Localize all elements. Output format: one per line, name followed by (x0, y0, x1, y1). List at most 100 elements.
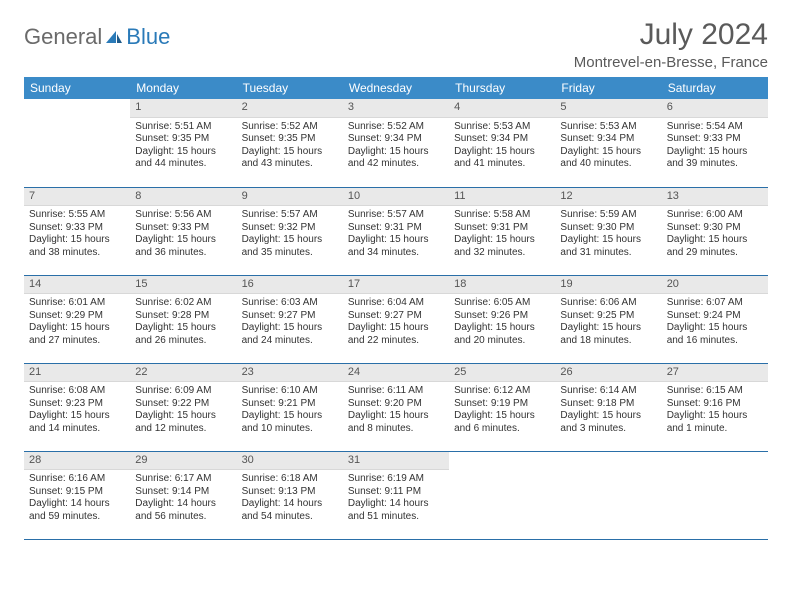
day-details: Sunrise: 6:10 AMSunset: 9:21 PMDaylight:… (237, 382, 343, 438)
day-info-line: Sunset: 9:30 PM (667, 222, 763, 235)
day-info-line: Sunrise: 5:52 AM (242, 121, 338, 134)
day-info-line: and 1 minute. (667, 423, 763, 436)
day-details: Sunrise: 5:58 AMSunset: 9:31 PMDaylight:… (449, 206, 555, 262)
day-info-line: Daylight: 15 hours (667, 234, 763, 247)
weekday-header: Monday (130, 77, 236, 99)
day-number: 23 (237, 364, 343, 383)
day-info-line: Daylight: 15 hours (454, 146, 550, 159)
day-info-line: Sunset: 9:34 PM (560, 133, 656, 146)
day-info-line: and 35 minutes. (242, 247, 338, 260)
weekday-header: Wednesday (343, 77, 449, 99)
calendar-day-cell: 21Sunrise: 6:08 AMSunset: 9:23 PMDayligh… (24, 363, 130, 451)
day-info-line: Sunset: 9:24 PM (667, 310, 763, 323)
day-info-line: Daylight: 15 hours (29, 322, 125, 335)
day-info-line: and 29 minutes. (667, 247, 763, 260)
day-number: 9 (237, 188, 343, 207)
day-details: Sunrise: 5:55 AMSunset: 9:33 PMDaylight:… (24, 206, 130, 262)
day-number: 18 (449, 276, 555, 295)
day-info-line: Sunrise: 6:19 AM (348, 473, 444, 486)
day-info-line: Sunrise: 6:03 AM (242, 297, 338, 310)
day-info-line: Sunset: 9:14 PM (135, 486, 231, 499)
day-info-line: Sunrise: 6:02 AM (135, 297, 231, 310)
location: Montrevel-en-Bresse, France (574, 54, 768, 71)
day-info-line: and 34 minutes. (348, 247, 444, 260)
day-info-line: Sunset: 9:21 PM (242, 398, 338, 411)
day-number: 4 (449, 99, 555, 118)
day-info-line: Sunset: 9:27 PM (242, 310, 338, 323)
day-number: 21 (24, 364, 130, 383)
day-details: Sunrise: 6:02 AMSunset: 9:28 PMDaylight:… (130, 294, 236, 350)
day-details: Sunrise: 6:07 AMSunset: 9:24 PMDaylight:… (662, 294, 768, 350)
day-details: Sunrise: 6:04 AMSunset: 9:27 PMDaylight:… (343, 294, 449, 350)
day-info-line: Sunrise: 6:12 AM (454, 385, 550, 398)
day-info-line: Sunset: 9:33 PM (667, 133, 763, 146)
day-details: Sunrise: 6:17 AMSunset: 9:14 PMDaylight:… (130, 470, 236, 526)
day-info-line: and 22 minutes. (348, 335, 444, 348)
day-number: 26 (555, 364, 661, 383)
weekday-header: Tuesday (237, 77, 343, 99)
day-number: 24 (343, 364, 449, 383)
day-number: 20 (662, 276, 768, 295)
day-number: 30 (237, 452, 343, 471)
calendar-day-cell: 7Sunrise: 5:55 AMSunset: 9:33 PMDaylight… (24, 187, 130, 275)
day-details: Sunrise: 5:59 AMSunset: 9:30 PMDaylight:… (555, 206, 661, 262)
day-number: 12 (555, 188, 661, 207)
day-info-line: Sunrise: 5:54 AM (667, 121, 763, 134)
day-info-line: Sunrise: 5:51 AM (135, 121, 231, 134)
day-number: 7 (24, 188, 130, 207)
day-details: Sunrise: 6:12 AMSunset: 9:19 PMDaylight:… (449, 382, 555, 438)
day-details: Sunrise: 5:53 AMSunset: 9:34 PMDaylight:… (555, 118, 661, 174)
day-info-line: Daylight: 15 hours (242, 146, 338, 159)
day-number: 19 (555, 276, 661, 295)
day-info-line: Sunrise: 6:18 AM (242, 473, 338, 486)
day-number: 11 (449, 188, 555, 207)
day-info-line: Daylight: 15 hours (242, 234, 338, 247)
day-info-line: and 44 minutes. (135, 158, 231, 171)
day-info-line: Sunrise: 6:05 AM (454, 297, 550, 310)
day-info-line: Sunrise: 6:04 AM (348, 297, 444, 310)
day-info-line: Sunset: 9:16 PM (667, 398, 763, 411)
calendar-day-cell: 18Sunrise: 6:05 AMSunset: 9:26 PMDayligh… (449, 275, 555, 363)
day-info-line: Daylight: 14 hours (135, 498, 231, 511)
calendar-day-cell (662, 451, 768, 539)
day-info-line: Sunrise: 6:17 AM (135, 473, 231, 486)
day-info-line: Sunrise: 5:56 AM (135, 209, 231, 222)
day-details: Sunrise: 5:52 AMSunset: 9:35 PMDaylight:… (237, 118, 343, 174)
calendar-day-cell: 30Sunrise: 6:18 AMSunset: 9:13 PMDayligh… (237, 451, 343, 539)
day-info-line: Sunset: 9:29 PM (29, 310, 125, 323)
day-info-line: and 40 minutes. (560, 158, 656, 171)
day-info-line: Daylight: 15 hours (560, 322, 656, 335)
calendar-day-cell: 24Sunrise: 6:11 AMSunset: 9:20 PMDayligh… (343, 363, 449, 451)
day-info-line: Sunset: 9:18 PM (560, 398, 656, 411)
logo: General Blue (24, 18, 170, 50)
day-info-line: and 26 minutes. (135, 335, 231, 348)
calendar-day-cell: 6Sunrise: 5:54 AMSunset: 9:33 PMDaylight… (662, 99, 768, 187)
day-info-line: Sunset: 9:11 PM (348, 486, 444, 499)
day-info-line: Sunset: 9:26 PM (454, 310, 550, 323)
day-info-line: and 14 minutes. (29, 423, 125, 436)
day-info-line: and 16 minutes. (667, 335, 763, 348)
day-number: 14 (24, 276, 130, 295)
day-info-line: Daylight: 15 hours (135, 322, 231, 335)
calendar-body: 1Sunrise: 5:51 AMSunset: 9:35 PMDaylight… (24, 99, 768, 539)
day-info-line: Sunset: 9:28 PM (135, 310, 231, 323)
day-details: Sunrise: 5:56 AMSunset: 9:33 PMDaylight:… (130, 206, 236, 262)
calendar-day-cell: 26Sunrise: 6:14 AMSunset: 9:18 PMDayligh… (555, 363, 661, 451)
day-info-line: and 54 minutes. (242, 511, 338, 524)
day-details: Sunrise: 6:19 AMSunset: 9:11 PMDaylight:… (343, 470, 449, 526)
calendar-day-cell: 15Sunrise: 6:02 AMSunset: 9:28 PMDayligh… (130, 275, 236, 363)
day-number: 27 (662, 364, 768, 383)
calendar-day-cell: 23Sunrise: 6:10 AMSunset: 9:21 PMDayligh… (237, 363, 343, 451)
calendar-week-row: 28Sunrise: 6:16 AMSunset: 9:15 PMDayligh… (24, 451, 768, 539)
day-info-line: Sunset: 9:30 PM (560, 222, 656, 235)
title-block: July 2024 Montrevel-en-Bresse, France (574, 18, 768, 71)
day-info-line: Sunrise: 6:06 AM (560, 297, 656, 310)
day-number: 31 (343, 452, 449, 471)
day-info-line: Sunset: 9:32 PM (242, 222, 338, 235)
day-info-line: Sunrise: 5:52 AM (348, 121, 444, 134)
calendar-day-cell: 9Sunrise: 5:57 AMSunset: 9:32 PMDaylight… (237, 187, 343, 275)
day-number: 2 (237, 99, 343, 118)
calendar-day-cell (24, 99, 130, 187)
day-info-line: Daylight: 15 hours (29, 234, 125, 247)
day-info-line: Daylight: 15 hours (560, 410, 656, 423)
